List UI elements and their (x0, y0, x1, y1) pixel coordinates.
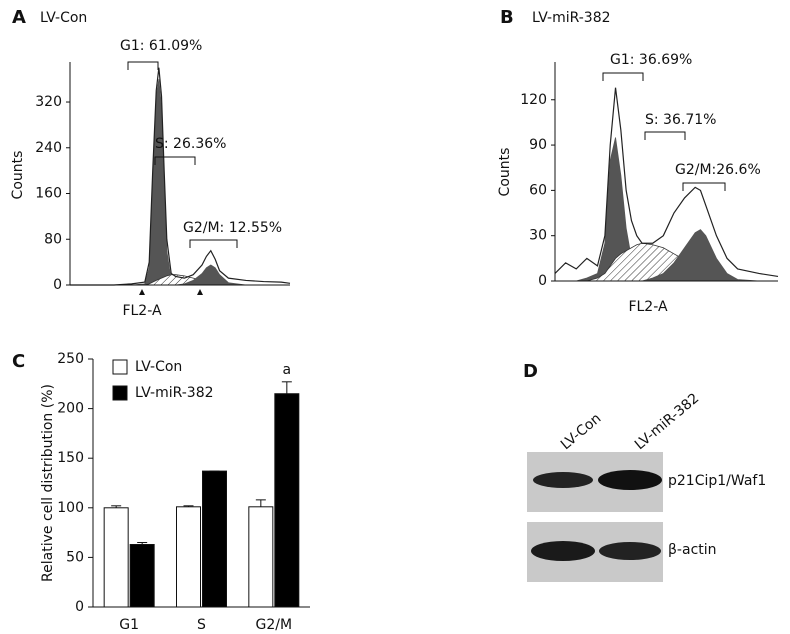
y-tick-label: 60 (529, 182, 547, 198)
phase-annotation: G2/M: 12.55% (183, 220, 282, 236)
y-tick-label: 90 (529, 137, 547, 153)
fit-component (70, 274, 290, 286)
panel-title: LV-Con (40, 10, 87, 26)
panel-letter: C (12, 351, 25, 372)
y-axis-label: Relative cell distribution (%) (40, 384, 56, 582)
y-axis-label: Counts (10, 151, 26, 200)
y-tick-label: 50 (66, 549, 84, 565)
phase-annotation: G1: 36.69% (610, 52, 692, 68)
bracket (154, 156, 196, 165)
legend-label: LV-miR-382 (135, 385, 214, 401)
panel-letter: D (523, 361, 538, 382)
bar (103, 507, 129, 608)
row-label: β-actin (668, 542, 717, 558)
bracket (127, 61, 159, 70)
row-label: p21Cip1/Waf1 (668, 473, 766, 489)
x-tick-label: G2/M (256, 617, 293, 633)
bracket (189, 239, 238, 248)
legend-swatch (112, 359, 128, 375)
bar (176, 506, 201, 608)
blot-band (531, 541, 595, 561)
fit-component (70, 79, 290, 286)
y-tick-label: 30 (529, 228, 547, 244)
y-tick-label: 200 (57, 401, 84, 417)
y-tick-label: 160 (35, 186, 62, 202)
phase-annotation: G1: 61.09% (120, 38, 202, 54)
legend-label: LV-Con (135, 359, 182, 375)
lane-label: LV-miR-382 (632, 390, 702, 453)
x-tick-label: G1 (119, 617, 139, 633)
y-tick-label: 240 (35, 140, 62, 156)
panel-letter: A (12, 7, 26, 28)
histogram-line (554, 87, 779, 278)
panel-letter: B (500, 7, 514, 28)
bar (274, 393, 300, 608)
blot-band (533, 472, 593, 488)
blot-band (598, 470, 662, 490)
bar (129, 544, 155, 608)
x-axis-label: FL2-A (122, 303, 162, 319)
histogram-line (70, 67, 291, 286)
y-tick-label: 100 (57, 500, 84, 516)
bracket (644, 131, 686, 140)
y-tick-label: 250 (57, 351, 84, 367)
y-tick-label: 80 (44, 231, 62, 247)
y-tick-label: 320 (35, 94, 62, 110)
phase-annotation: G2/M:26.6% (675, 162, 761, 178)
legend-swatch (112, 385, 128, 401)
phase-annotation: S: 26.36% (155, 136, 226, 152)
panel-title: LV-miR-382 (532, 10, 611, 26)
y-tick-label: 120 (520, 92, 547, 108)
bracket (602, 72, 644, 81)
lane-label: LV-Con (558, 410, 605, 453)
blot-band (599, 542, 661, 560)
bar (202, 470, 227, 608)
western-blot: D LV-Con LV-miR-382 p21Cip1/Waf1 β-actin (523, 361, 766, 582)
significance-label: a (283, 362, 292, 378)
y-axis-label: Counts (497, 148, 513, 197)
bar (248, 506, 274, 608)
x-tick-label: S (197, 617, 206, 633)
y-tick-label: 150 (57, 450, 84, 466)
bracket (682, 182, 726, 191)
arrow-marker (139, 289, 203, 295)
y-tick-label: 0 (53, 277, 62, 293)
y-tick-label: 0 (538, 273, 547, 289)
y-tick-label: 0 (75, 599, 84, 615)
phase-annotation: S: 36.71% (645, 112, 716, 128)
x-axis-label: FL2-A (628, 299, 668, 315)
